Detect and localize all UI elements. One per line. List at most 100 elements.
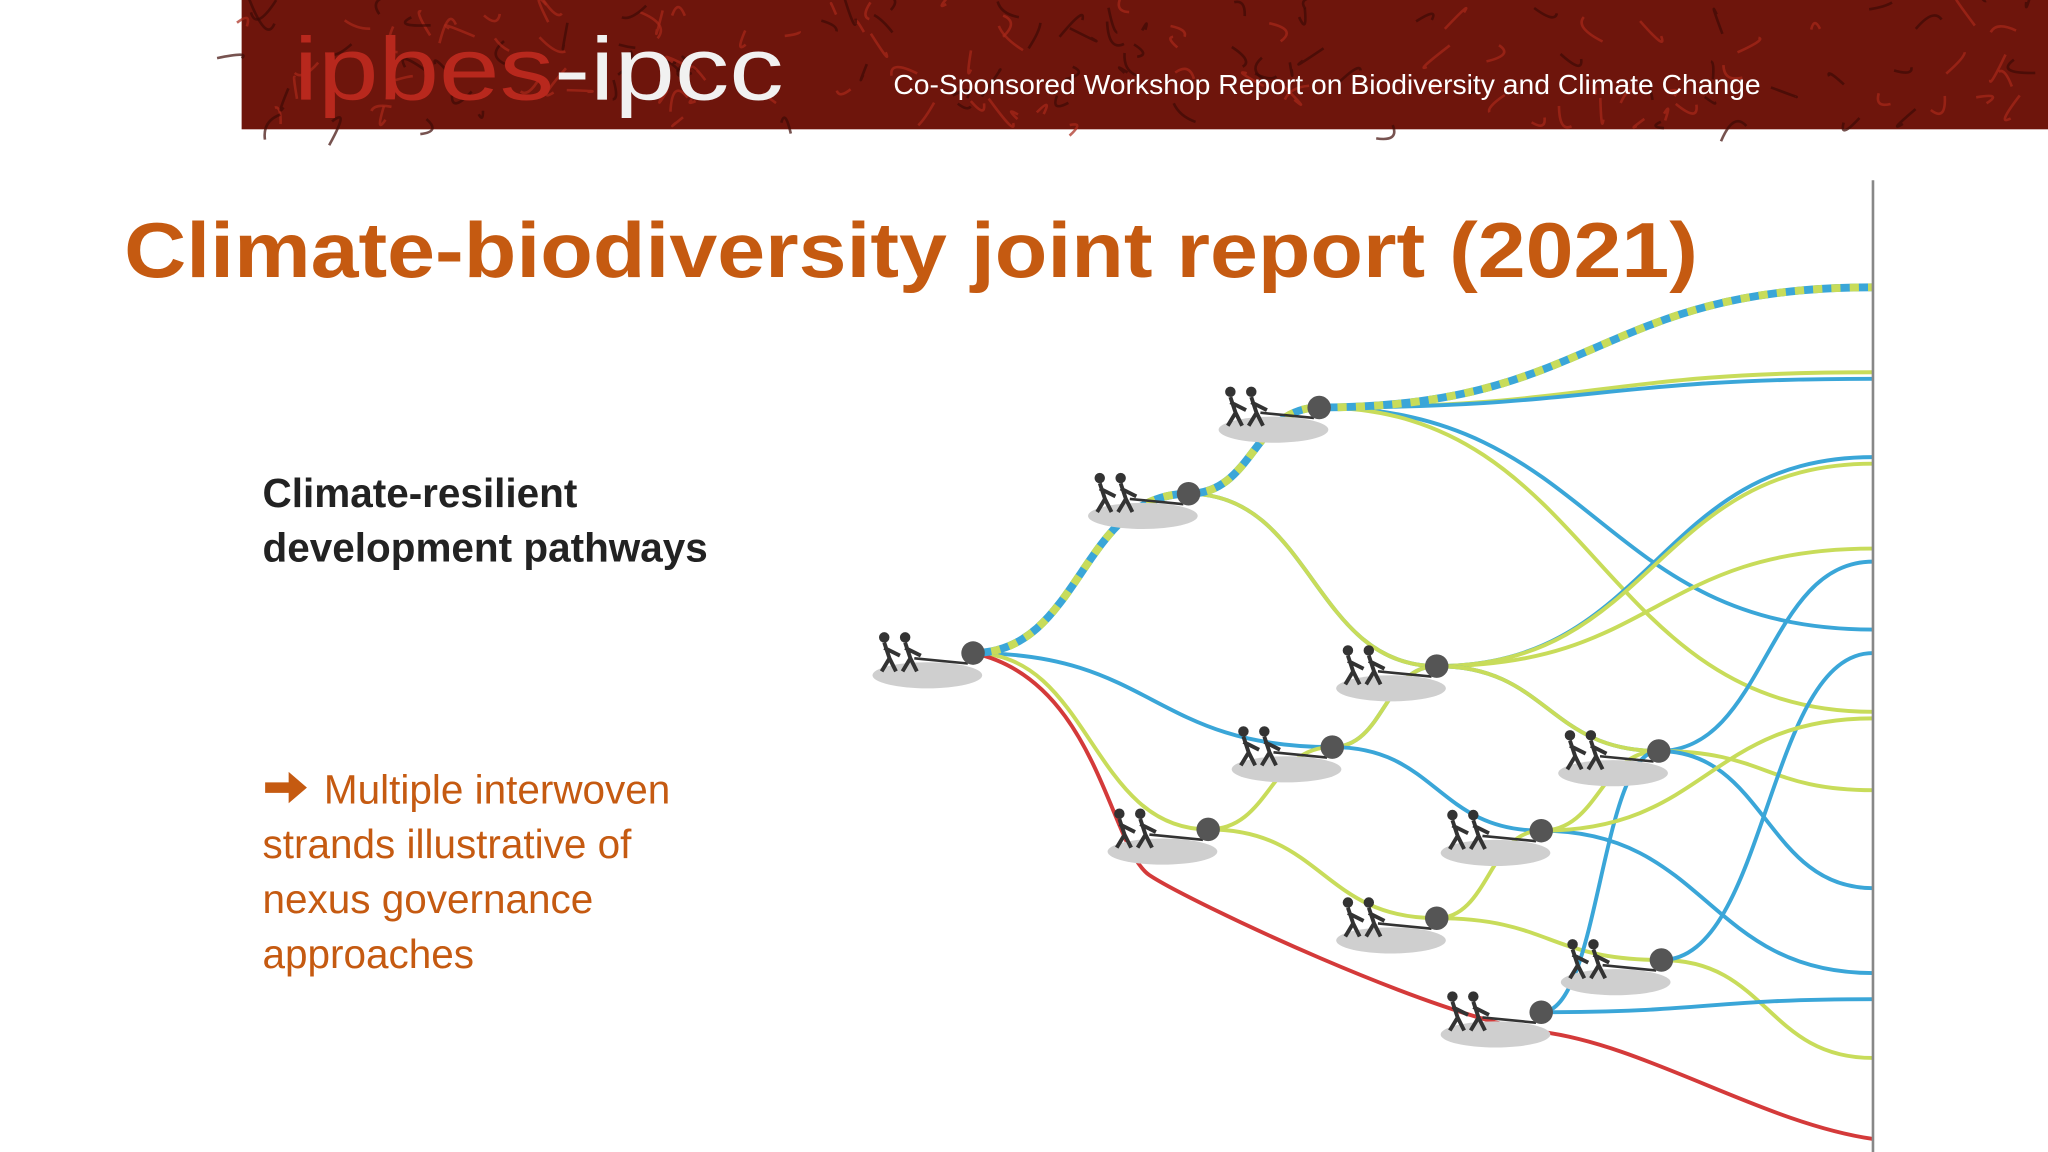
node-base [1088,502,1198,529]
texture-line [378,105,387,127]
texture-line [1133,43,1145,59]
figure-body [1448,1001,1469,1032]
texture-line [326,43,353,57]
texture-line [249,0,278,21]
node-base [1107,838,1218,865]
header-subtitle: Co-Sponsored Workshop Report on Biodiver… [893,69,1760,100]
texture-line [1240,71,1265,88]
texture-line [956,102,972,110]
figure-body [900,641,922,673]
texture-line [1297,8,1307,26]
texture-line [236,16,250,27]
ball [961,641,985,665]
texture-line [1301,0,1308,10]
texture-line [658,89,669,104]
logo: ipbes -ipcc [294,19,784,118]
figure-body [1586,739,1608,771]
texture-line [1268,21,1288,43]
texture-line [1058,13,1085,38]
texture-line [676,65,693,78]
texture-line [1335,66,1362,86]
texture-line [1599,97,1605,125]
ball [1196,817,1220,842]
texture-line [1722,64,1743,80]
ball [1529,1000,1553,1024]
strand [1658,559,1873,753]
texture-line [1443,7,1468,30]
strand [972,651,1874,1141]
texture-line [1632,117,1646,129]
texture-line [1054,95,1069,108]
figure-head [1342,897,1354,908]
texture-line [1035,103,1049,115]
figure-body [1116,482,1138,514]
figure-head [1564,730,1576,741]
texture-line [443,24,476,38]
texture-line [688,98,697,105]
texture-line [669,89,689,112]
texture-line [917,102,936,127]
texture-line [403,16,431,27]
texture-line [987,97,1015,129]
strand [1541,997,1873,1015]
texture-line [1105,21,1125,47]
texture-line [1283,84,1310,101]
texture-line [1430,82,1446,93]
strand [1208,827,1437,921]
figure-body [1260,736,1281,767]
texture-line [1141,22,1148,31]
node [1440,809,1553,866]
figure-body [1469,819,1490,850]
texture-line [1674,102,1698,115]
rope [914,656,968,665]
texture-line [1064,65,1081,81]
texture-line [618,43,636,50]
node [1336,645,1449,702]
texture-line [1068,123,1079,137]
strand [1332,745,1542,833]
ball [1647,739,1671,763]
texture-line [1009,110,1019,120]
figure-head [1468,809,1479,821]
texture-line [1841,117,1861,132]
figure-body [879,641,901,673]
texture-line [433,59,451,76]
rope [1149,833,1204,842]
figure-body [1239,736,1260,767]
strand [1319,376,1873,410]
texture-line [1422,44,1451,70]
node [1560,939,1674,996]
header-band [241,0,2048,130]
texture-line [1559,53,1583,67]
texture-line [519,76,542,95]
figure-head [899,632,911,643]
strand [1541,828,1873,976]
texture-line [417,9,432,37]
texture-line [784,30,801,38]
ball [1424,654,1449,678]
texture-line [1981,0,1987,3]
texture-line [420,118,434,136]
node-base [1440,839,1551,866]
texture-line [1557,105,1573,129]
texture-line [738,29,747,49]
bullet-line: approaches [263,931,475,977]
node-base [1558,760,1668,787]
texture-line [1533,6,1559,19]
texture-line [864,1,872,21]
texture-line [370,104,392,112]
strand [1541,716,1873,833]
texture-line [1117,66,1129,74]
texture-line [612,79,618,101]
texture-line [670,5,687,17]
figure-head [1567,939,1578,950]
texture-line [820,19,838,32]
rope [1129,497,1184,506]
figure-head [1585,730,1597,741]
texture-line [1809,21,1822,30]
strand [1436,455,1873,669]
texture-line [1279,81,1303,106]
texture-line [952,89,970,99]
texture-line [2006,58,2036,75]
